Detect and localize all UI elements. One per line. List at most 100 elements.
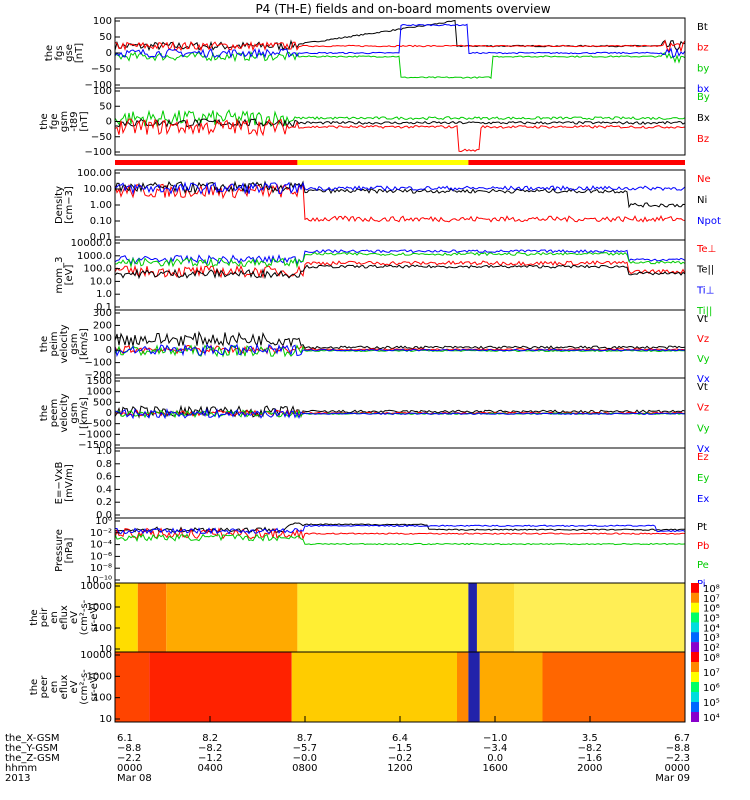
ephemeris-value: 0000 (665, 763, 690, 774)
chart-title: P4 (TH-E) fields and on-board moments ov… (255, 2, 550, 16)
y-axis-label-line: [nT] (79, 111, 90, 131)
y-axis-label: mom_3[eV] (54, 257, 75, 294)
y-tick-label: −100 (85, 147, 112, 158)
y-tick-label: −50 (91, 132, 112, 143)
spectrogram-band (542, 652, 685, 722)
legend-entry: Vx (697, 374, 710, 385)
series-line-peim-0 (114, 330, 686, 350)
spectrogram-band (468, 583, 477, 652)
y-axis-label: E=−VxB[mV/m] (54, 462, 75, 505)
y-tick-label: −100 (85, 80, 112, 91)
colorbar-segment (691, 712, 699, 722)
y-axis-label-line: the (29, 679, 40, 695)
spectrogram-band (514, 583, 685, 652)
ephemeris-row-label: the_Z-GSM (5, 753, 60, 764)
panel-frame (114, 447, 686, 519)
legend-entry: Te|| (696, 265, 714, 276)
ephemeris-value: 0000 (117, 763, 142, 774)
y-tick-label: −1000 (78, 429, 112, 440)
y-axis-label-line: fgs (54, 45, 65, 60)
spectrogram-band (468, 652, 480, 722)
y-axis-label-line: peer (39, 675, 50, 699)
y-axis-label: thepeimvelocitygsm[km/s] (39, 324, 90, 363)
y-tick-label: 10⁻⁶ (90, 551, 112, 562)
y-tick-label: 1.0 (96, 289, 112, 300)
ephemeris-value: 6.4 (392, 733, 408, 744)
ephemeris-value: −8.8 (666, 743, 690, 754)
y-axis-label-line: the (39, 113, 50, 129)
y-tick-label: 10⁻⁴ (90, 540, 112, 551)
y-tick-label: 200 (93, 320, 112, 331)
colorbar-segment (691, 583, 699, 593)
panel-efield: 1.0 0.8 0.60.4 0.2 0.0 E=−VxB[mV/m] Ez Ey Ex (54, 446, 709, 521)
y-axis-label-line: gsm (59, 111, 70, 132)
series-line-pressure-2 (114, 533, 686, 546)
y-tick-label: −1500 (78, 440, 112, 451)
series-line-fgs-3 (114, 23, 686, 59)
legend-entry: Ti|| (696, 306, 712, 317)
colorbar-segment (691, 672, 699, 682)
y-tick-label: 10 (99, 644, 112, 655)
panel-density: 100.00 10.00 1.00 0.10 0.01 Density[cm−3] Ne Ni… (54, 168, 721, 243)
ephemeris-value: 6.7 (674, 733, 690, 744)
series-line-peim-3 (114, 343, 686, 358)
y-tick-label: 10⁰ (95, 516, 112, 527)
y-axis-label-line: sr-eV) (89, 603, 100, 632)
y-tick-label: 10⁻⁸ (90, 563, 112, 574)
legend-entry: Te⊥ (696, 244, 716, 255)
mode-bar-yellow (297, 160, 469, 165)
legend-entry: Vt (697, 314, 708, 325)
panel-temp: 10000.0 1000.0 100.010.0 1.0 0.1 mom_3[eV] Te⊥… (54, 238, 716, 317)
legend-entry: Pt (697, 522, 707, 533)
spectrogram-band (137, 583, 167, 652)
series-line-peim-2 (114, 344, 686, 358)
y-tick-label: −50 (91, 64, 112, 75)
ephemeris-value: 1200 (387, 763, 412, 774)
legend-entry: By (697, 92, 710, 103)
legend-entry: bz (697, 43, 709, 54)
y-tick-label: 100 (93, 623, 112, 634)
y-axis-label-line: [nT] (74, 43, 85, 63)
y-axis-label-line: [km/s] (79, 397, 90, 429)
legend-entry: Ey (697, 473, 709, 484)
y-axis-label-line: (cm²-s- (79, 669, 90, 705)
y-tick-label: −200 (85, 370, 112, 381)
y-axis-label-line: velocity (59, 393, 70, 432)
ephemeris-value: 0400 (197, 763, 222, 774)
colorbar-tick-label: 10⁶ (703, 683, 720, 694)
legend-entry: Ni (697, 195, 707, 206)
y-axis-label-line: peim (49, 331, 60, 356)
y-tick-label: 0.4 (96, 484, 112, 495)
y-tick-label: 10.00 (83, 184, 112, 195)
y-axis-label-line: en (49, 681, 60, 694)
y-axis-label: thepeirenefluxeV(cm²-s-sr-eV) (29, 599, 100, 635)
ephemeris-value: −1.5 (388, 743, 412, 754)
y-tick-label: −100 (85, 358, 112, 369)
legend-entry: Bt (697, 22, 708, 33)
y-tick-label: 100 (93, 693, 112, 704)
y-tick-label: 10⁻² (90, 528, 112, 539)
ephemeris-row-label: the_Y-GSM (5, 743, 58, 754)
y-axis-label-line: eflux (59, 605, 70, 630)
legend-entry: bx (697, 84, 709, 95)
colorbar-tick-label: 10⁵ (703, 614, 720, 625)
ephemeris-value: −1.6 (578, 753, 602, 764)
legend-entry: Ne (697, 174, 711, 185)
spectrogram-band (291, 652, 457, 722)
colorbar-tick-label: 10⁴ (703, 623, 720, 634)
series-line-temp-2 (114, 249, 686, 265)
y-axis-label-line: the (39, 336, 50, 352)
y-axis-label-line: [nPa] (64, 537, 75, 563)
ephemeris-value: −1.2 (198, 753, 222, 764)
colorbar-segment (691, 662, 699, 672)
legend-entry: Pi (697, 579, 706, 590)
y-tick-label: 10 (99, 714, 112, 725)
colorbar-tick-label: 10⁸ (703, 584, 720, 595)
series-line-fge-0 (114, 109, 686, 128)
y-tick-label: 100 (93, 16, 112, 27)
ephemeris-value: −1.0 (483, 733, 507, 744)
y-tick-label: 50 (99, 101, 112, 112)
y-tick-label: 300 (93, 308, 112, 319)
panel-frame (114, 517, 686, 584)
y-tick-label: 0.1 (96, 302, 112, 313)
